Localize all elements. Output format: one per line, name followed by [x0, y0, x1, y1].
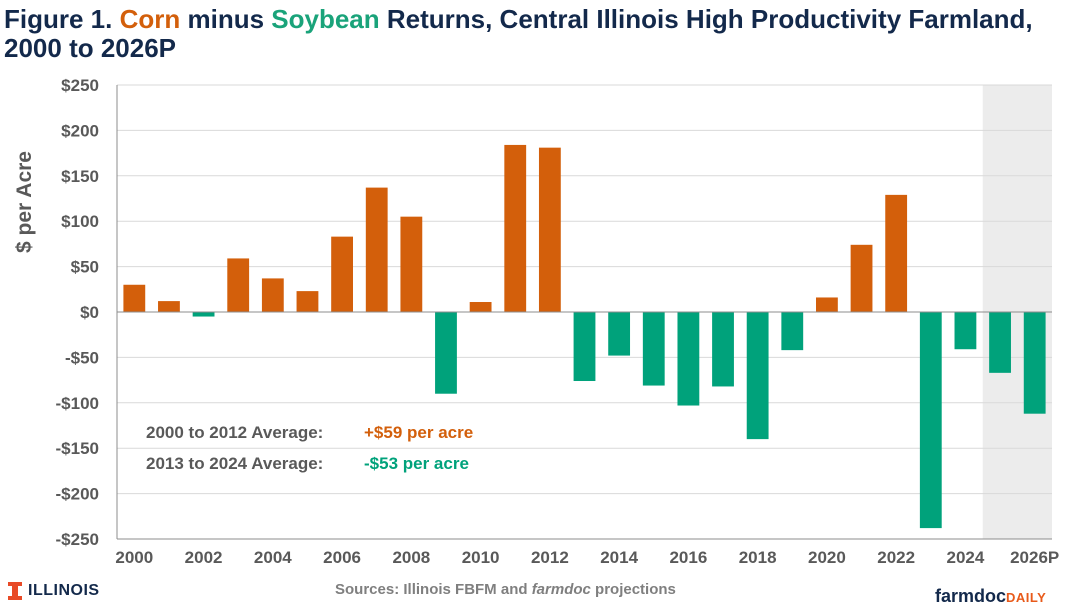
bar-2008 [400, 216, 423, 312]
sources-italic: farmdoc [531, 581, 591, 598]
bar-2003 [227, 258, 250, 312]
bar-2000 [123, 284, 146, 312]
y-tick-label: $250 [61, 76, 99, 95]
y-tick-label: -$250 [56, 530, 99, 549]
bar-2015 [642, 312, 665, 386]
bar-2004 [261, 278, 284, 312]
sources-prefix: Sources: Illinois FBFM and [335, 581, 532, 598]
bar-2002 [192, 312, 215, 317]
bar-2007 [365, 187, 388, 312]
bar-2016 [677, 312, 700, 406]
x-tick-label: 2006 [323, 548, 361, 567]
sources-note: Sources: Illinois FBFM and farmdoc proje… [335, 581, 676, 598]
chart-title: Figure 1. Corn minus Soybean Returns, Ce… [4, 5, 1074, 63]
title-soybean: Soybean [271, 4, 380, 34]
bar-2014 [608, 312, 631, 356]
bar-2019 [781, 312, 804, 351]
y-tick-label: -$50 [65, 348, 99, 367]
sources-suffix: projections [590, 581, 676, 598]
x-tick-label: 2014 [600, 548, 638, 567]
annotation-value: +$59 per acre [364, 423, 473, 442]
y-tick-label: $200 [61, 121, 99, 140]
y-tick-label: -$100 [56, 394, 99, 413]
y-tick-label: -$150 [56, 439, 99, 458]
title-minus: minus [180, 4, 272, 34]
y-axis-label: $ per Acre [13, 151, 36, 253]
x-tick-label: 2016 [669, 548, 707, 567]
title-corn: Corn [119, 4, 181, 34]
x-tick-label: 2008 [392, 548, 430, 567]
x-tick-label: 2020 [808, 548, 846, 567]
y-tick-label: -$200 [56, 485, 99, 504]
farmdoc-daily-logo: farmdocDAILY [935, 586, 1046, 607]
y-tick-label: $100 [61, 212, 99, 231]
title-prefix: Figure 1. [4, 4, 120, 34]
title-rest: Returns, Central Illinois High Productiv… [4, 4, 1033, 63]
x-tick-label: 2000 [115, 548, 153, 567]
illinois-logo: ILLINOIS [8, 582, 100, 600]
daily-wordmark: DAILY [1006, 590, 1047, 605]
annotation-label: 2000 to 2012 Average: [146, 423, 323, 442]
farmdoc-wordmark: farmdoc [935, 586, 1007, 606]
y-tick-label: $0 [80, 303, 99, 322]
bar-2018 [746, 312, 769, 440]
annotation-label: 2013 to 2024 Average: [146, 454, 323, 473]
bar-2022 [885, 194, 908, 312]
bar-2013 [573, 312, 596, 382]
bar-chart: $250 $200 $150 $100 $50 $0 -$50 -$100 -$150 -$200… [13, 76, 1059, 567]
y-tick-label: $150 [61, 167, 99, 186]
x-tick-label: 2004 [254, 548, 292, 567]
x-tick-label: 2002 [185, 548, 223, 567]
bar-2010 [469, 302, 492, 312]
bar-2009 [435, 312, 457, 394]
x-tick-label: 2010 [462, 548, 500, 567]
x-tick-label: 2012 [531, 548, 569, 567]
illinois-wordmark: ILLINOIS [28, 582, 100, 599]
bar-2012 [538, 147, 561, 312]
x-tick-label: 2022 [877, 548, 915, 567]
y-tick-label: $50 [71, 258, 99, 277]
x-tick-label: 2026P [1010, 548, 1059, 567]
bar-2005 [296, 291, 319, 312]
bar-2025 [989, 312, 1011, 373]
bar-2011 [504, 144, 527, 312]
bar-2001 [158, 301, 180, 312]
bar-2026P [1023, 312, 1046, 414]
bar-2024 [954, 312, 977, 350]
bar-2023 [919, 312, 942, 529]
x-tick-label: 2024 [947, 548, 985, 567]
block-i-icon [8, 582, 22, 600]
bar-2021 [850, 244, 873, 312]
annotation-value: -$53 per acre [364, 454, 469, 473]
bar-2017 [712, 312, 734, 387]
bar-2006 [331, 236, 354, 312]
x-tick-label: 2018 [739, 548, 777, 567]
bar-2020 [815, 297, 838, 312]
